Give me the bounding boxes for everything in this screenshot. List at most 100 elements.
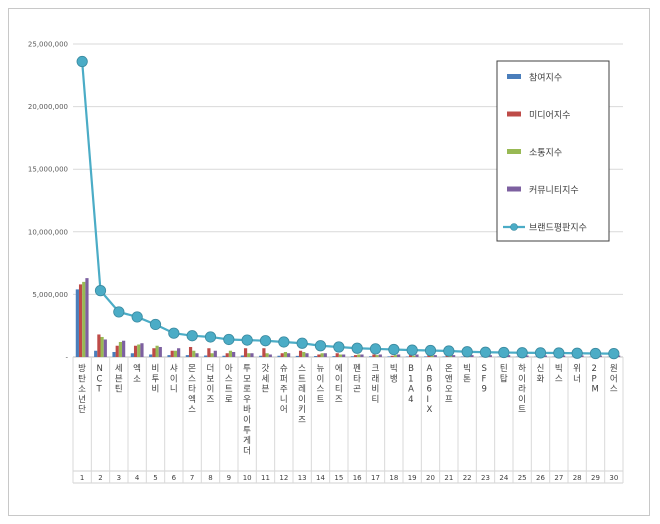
y-tick-label: 20,000,000 — [28, 103, 68, 111]
legend-label: 참여지수 — [529, 72, 562, 84]
bar — [543, 355, 547, 357]
line-point — [333, 341, 345, 353]
bar — [390, 355, 394, 357]
bar — [152, 348, 156, 357]
rank-label: 10 — [243, 474, 252, 482]
line-point — [388, 343, 400, 356]
bar — [137, 344, 141, 357]
rank-label: 24 — [499, 474, 508, 482]
y-tick-label: 25,000,000 — [28, 41, 68, 49]
rank-label: 2 — [98, 474, 102, 482]
line-point — [443, 345, 455, 357]
bar — [210, 353, 214, 357]
line-point — [259, 335, 272, 347]
bar — [277, 355, 281, 357]
rank-label: 12 — [279, 474, 288, 482]
bar — [350, 356, 354, 357]
bar — [103, 339, 107, 357]
bar — [397, 354, 401, 357]
legend-swatch — [507, 186, 521, 192]
rank-label: 4 — [135, 474, 140, 482]
rank-label: 19 — [408, 474, 417, 482]
bar — [305, 353, 309, 357]
bar — [185, 355, 189, 357]
rank-label: 17 — [371, 474, 380, 482]
line-point — [168, 327, 180, 339]
brand-reputation-chart: - 5,000,000 10,000,000 15,000,000 20,000,000… — [28, 41, 624, 484]
legend-label: 미디어지수 — [529, 110, 570, 121]
bar — [259, 355, 263, 357]
bar — [375, 355, 379, 357]
bar — [283, 351, 288, 357]
rank-label: 15 — [334, 474, 343, 482]
y-tick-label: 5,000,000 — [32, 291, 68, 299]
bar — [228, 350, 233, 357]
bar — [75, 289, 79, 357]
rank-label: 23 — [481, 474, 490, 482]
line-point — [553, 347, 565, 359]
bar — [122, 340, 126, 357]
legend-swatch — [507, 111, 521, 117]
bar — [262, 348, 266, 357]
bar — [213, 350, 217, 357]
bar — [405, 356, 409, 357]
rank-label: 11 — [261, 474, 270, 482]
rank-label: 14 — [316, 474, 325, 482]
legend-label: 소통지수 — [529, 148, 562, 159]
bar — [225, 353, 229, 357]
bar — [140, 343, 144, 357]
line-point — [131, 311, 143, 323]
line-point — [296, 337, 308, 349]
bar — [240, 355, 244, 357]
rank-label: 9 — [227, 474, 231, 482]
bar — [100, 336, 104, 357]
y-tick-label: - — [65, 354, 68, 362]
bar — [353, 355, 358, 357]
line-point — [534, 347, 547, 359]
bar — [302, 351, 306, 357]
bar — [338, 354, 343, 357]
bar — [320, 353, 324, 357]
line-point — [571, 347, 583, 359]
line-point — [113, 306, 125, 318]
bar — [460, 356, 464, 357]
bar — [424, 356, 428, 357]
bar — [332, 356, 336, 357]
bar — [195, 353, 199, 357]
bar — [317, 354, 321, 357]
rank-label: 16 — [353, 474, 362, 482]
bar — [204, 355, 208, 357]
bar — [393, 355, 398, 357]
bar — [85, 278, 89, 357]
bar — [94, 350, 98, 357]
bar — [408, 355, 413, 357]
rank-label: 7 — [190, 474, 194, 482]
rank-label: 29 — [591, 474, 600, 482]
bar — [250, 353, 254, 357]
bar — [378, 354, 382, 357]
bar — [430, 355, 434, 357]
rank-label: 21 — [444, 474, 453, 482]
legend-swatch — [507, 149, 521, 154]
bar — [427, 355, 431, 357]
bar — [372, 354, 376, 357]
bar — [115, 345, 119, 357]
bar — [452, 355, 456, 357]
line-point — [186, 330, 198, 342]
bar — [562, 355, 566, 357]
bar — [287, 353, 291, 357]
